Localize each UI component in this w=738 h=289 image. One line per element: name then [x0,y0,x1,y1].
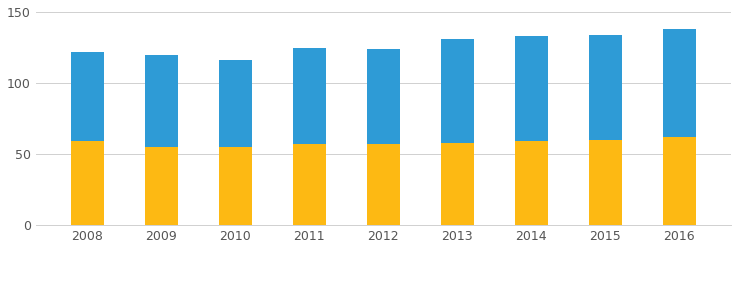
Bar [71,141,104,225]
Bar [218,60,252,147]
Bar [367,144,400,225]
Bar [367,49,400,144]
Bar [514,141,548,225]
Bar [514,36,548,141]
Bar [71,52,104,141]
Bar [293,144,326,225]
Bar [589,140,622,225]
Bar [145,55,178,147]
Bar [441,143,474,225]
Bar [663,29,696,137]
Bar [145,147,178,225]
Bar [218,147,252,225]
Bar [589,35,622,140]
Bar [663,137,696,225]
Bar [293,47,326,144]
Bar [441,39,474,143]
